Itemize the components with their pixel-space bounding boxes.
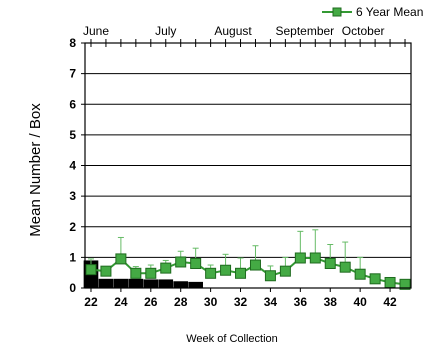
y-tick-label: 1	[69, 250, 76, 264]
month-label: October	[342, 24, 385, 38]
legend-label: 6 Year Mean	[356, 5, 423, 19]
x-tick-label: 34	[264, 295, 278, 309]
y-tick-label: 7	[69, 67, 76, 81]
bar	[188, 281, 203, 288]
mean-marker	[175, 256, 187, 268]
y-tick-label: 8	[69, 36, 76, 50]
mean-marker	[354, 268, 366, 280]
mean-marker	[190, 258, 202, 269]
mean-marker	[220, 264, 232, 276]
grid	[85, 73, 411, 258]
mean-marker	[85, 264, 97, 276]
x-tick-label: 40	[353, 295, 367, 309]
x-tick-label: 28	[174, 295, 188, 309]
bar	[158, 279, 174, 288]
mean-marker	[399, 278, 411, 290]
x-tick-label: 32	[234, 295, 248, 309]
mean-marker	[130, 267, 142, 279]
mean-marker	[324, 258, 336, 269]
x-tick-label: 22	[84, 295, 98, 309]
mean-marker	[294, 252, 306, 264]
axes	[81, 39, 412, 292]
mean-marker	[369, 273, 381, 285]
mean-marker	[309, 252, 321, 264]
y-tick-label: 6	[69, 97, 76, 111]
mean-marker	[235, 267, 247, 279]
x-tick-label: 30	[204, 295, 218, 309]
y-tick-label: 5	[69, 128, 76, 142]
bar	[98, 278, 114, 288]
mean-marker	[115, 253, 127, 265]
legend-marker	[332, 7, 342, 17]
month-label: June	[83, 24, 109, 38]
bar	[143, 279, 159, 288]
x-tick-label: 36	[294, 295, 308, 309]
mean-marker	[100, 265, 112, 277]
y-tick-label: 4	[69, 159, 76, 173]
bar	[128, 278, 144, 288]
legend: 6 Year Mean	[322, 5, 423, 19]
x-tick-label: 42	[383, 295, 397, 309]
mean-marker	[384, 276, 396, 288]
mean-line	[90, 256, 406, 286]
x-axis-title: Week of Collection	[186, 333, 278, 345]
mean-marker	[145, 267, 157, 279]
bar	[173, 281, 189, 288]
mean-series	[85, 252, 411, 290]
x-tick-label: 38	[324, 295, 338, 309]
month-label: July	[155, 24, 176, 38]
mean-marker	[339, 261, 351, 273]
month-label: September	[275, 24, 334, 38]
mean-marker	[264, 270, 276, 282]
mean-marker	[205, 267, 217, 279]
bar	[113, 278, 129, 288]
mean-marker	[249, 259, 261, 271]
y-tick-label: 0	[69, 281, 76, 295]
mean-marker	[160, 262, 172, 274]
x-tick-label: 26	[144, 295, 158, 309]
month-label: August	[214, 24, 252, 38]
mean-marker	[279, 265, 291, 277]
y-tick-label: 2	[69, 220, 76, 234]
y-tick-label: 3	[69, 189, 76, 203]
x-tick-label: 24	[114, 295, 128, 309]
y-axis-title: Mean Number / Box	[27, 103, 44, 237]
